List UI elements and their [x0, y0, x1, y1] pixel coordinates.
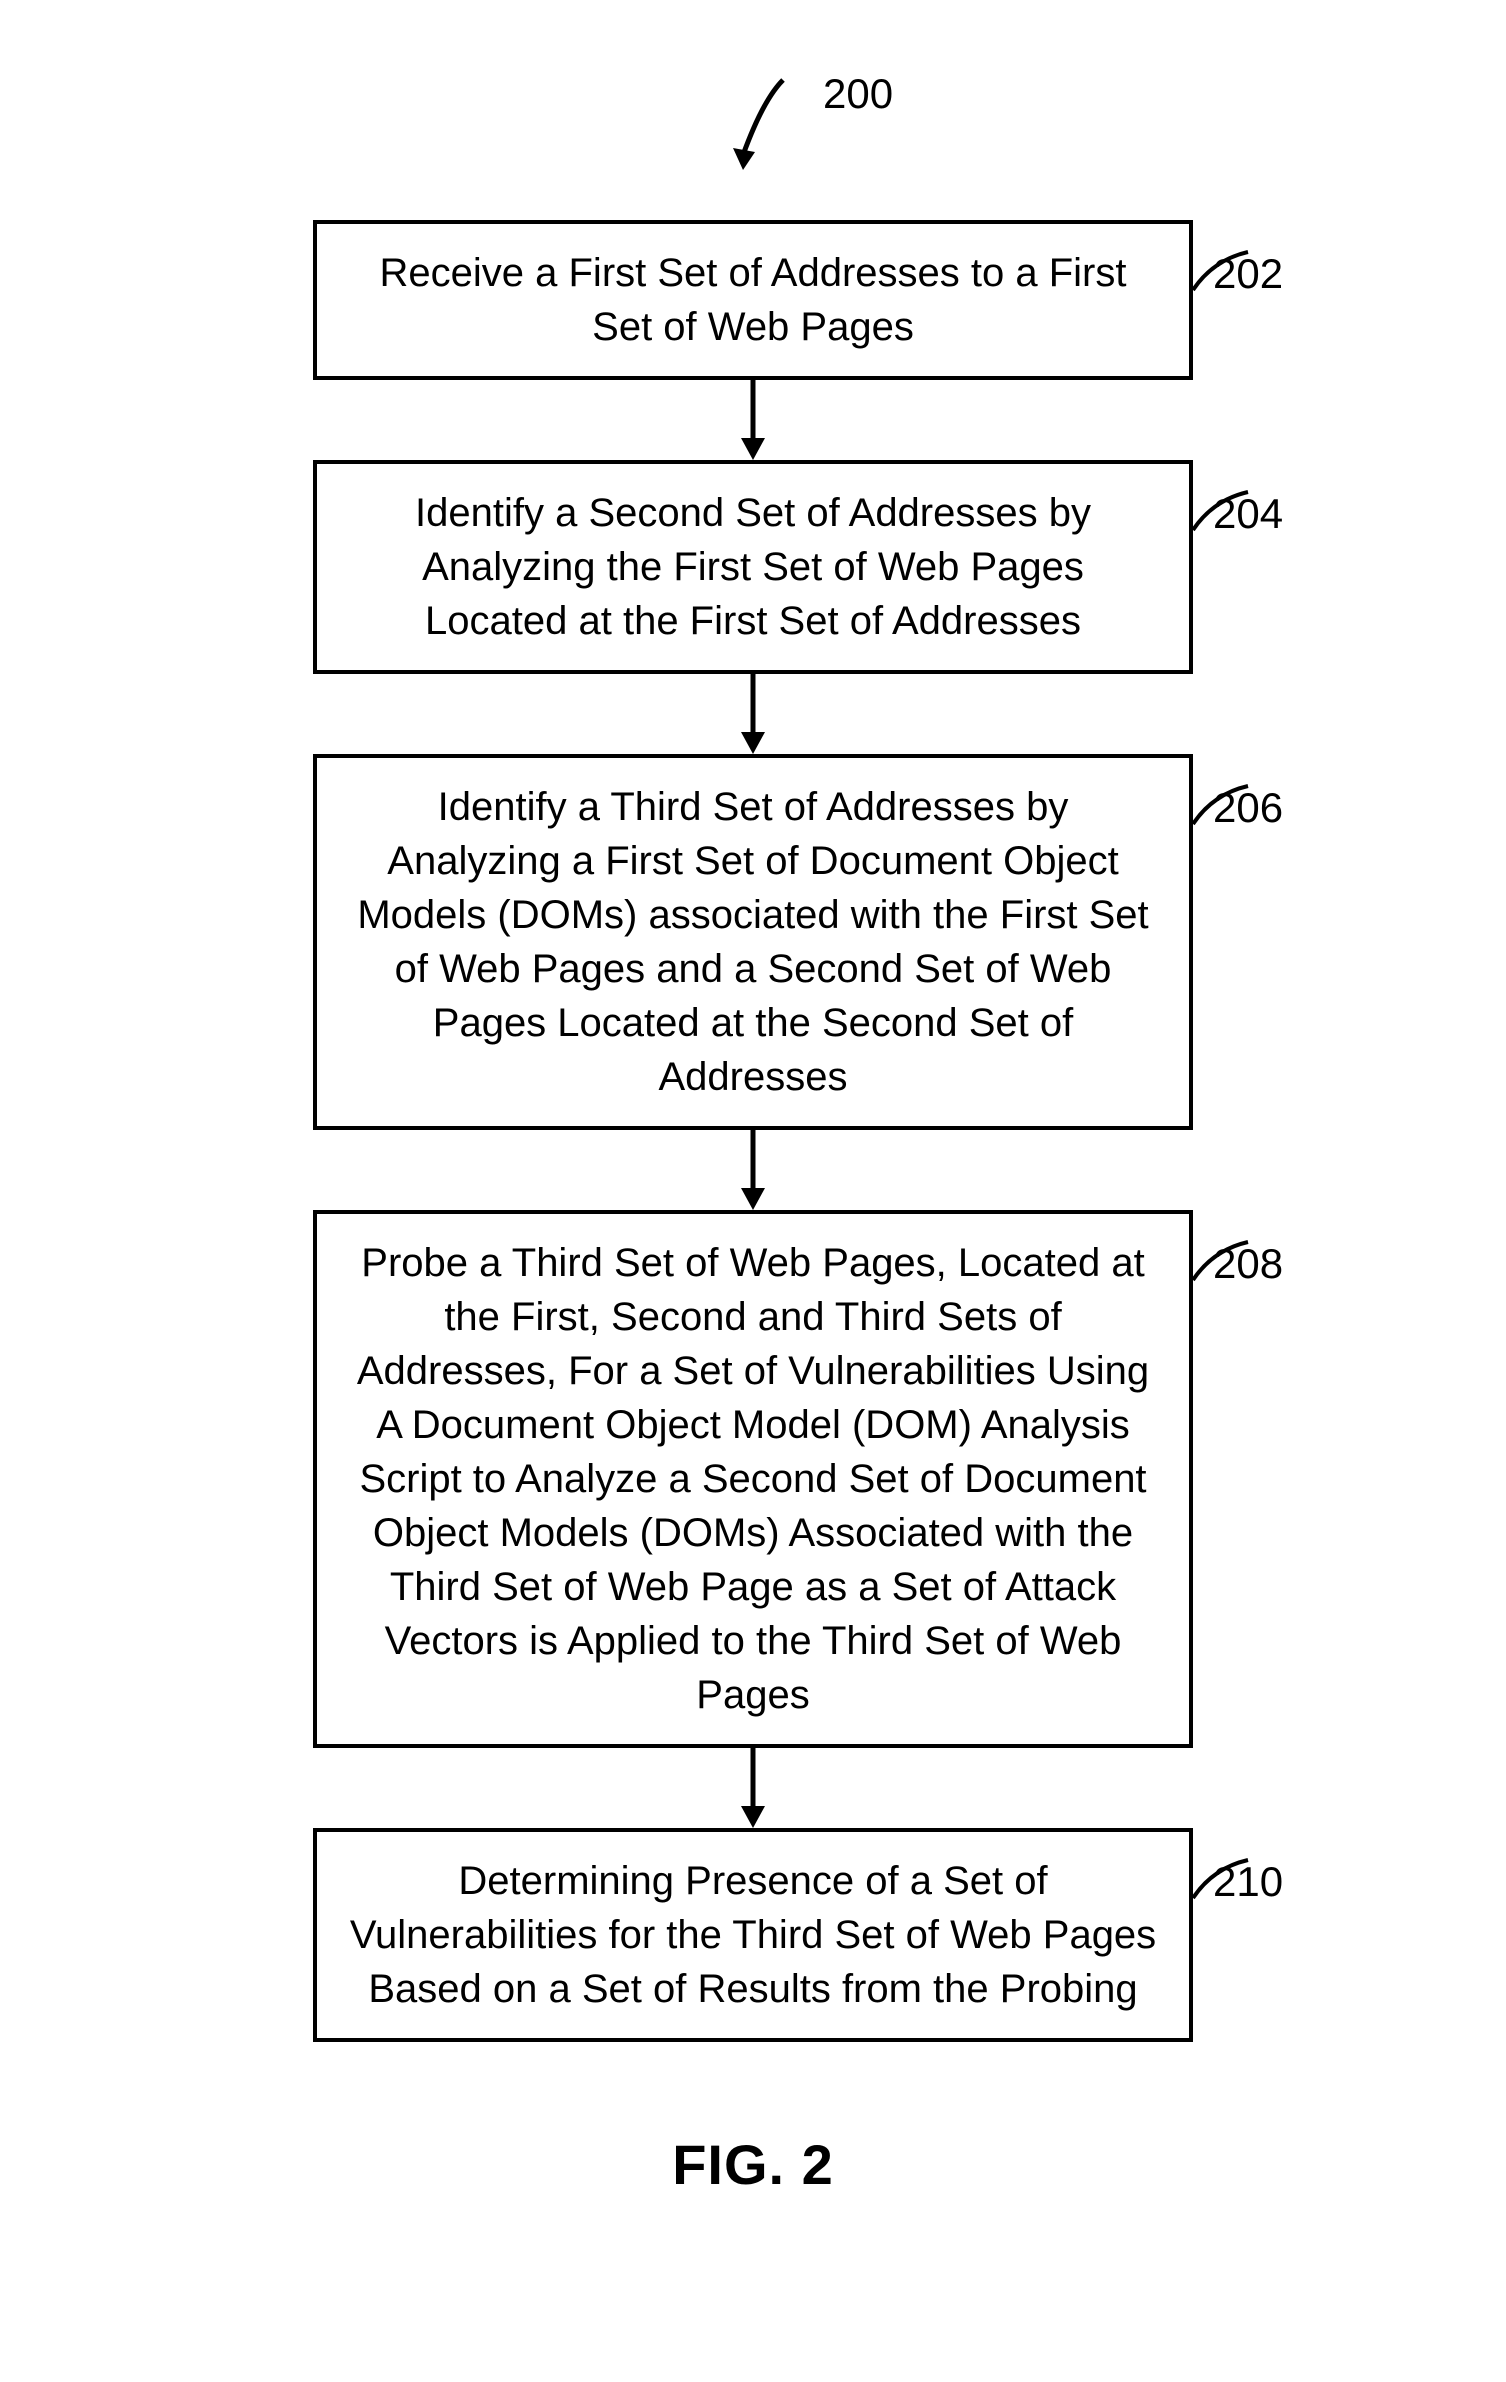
figure-caption: FIG. 2 [153, 2132, 1353, 2197]
flow-step-208: Probe a Third Set of Web Pages, Located … [153, 1210, 1353, 1748]
flow-container: Receive a First Set of Addresses to a Fi… [153, 220, 1353, 2042]
flow-step-label: 208 [1213, 1240, 1283, 1288]
flow-step-206: Identify a Third Set of Addresses by Ana… [153, 754, 1353, 1130]
flow-step-box: Identify a Third Set of Addresses by Ana… [313, 754, 1193, 1130]
flow-step-box: Identify a Second Set of Addresses by An… [313, 460, 1193, 674]
flow-step-label: 204 [1213, 490, 1283, 538]
flow-connector-arrow [153, 380, 1353, 460]
flow-step-box: Determining Presence of a Set of Vulnera… [313, 1828, 1193, 2042]
flow-step-label: 210 [1213, 1858, 1283, 1906]
reference-arrow-200: 200 [153, 60, 1353, 200]
flow-step-box: Probe a Third Set of Web Pages, Located … [313, 1210, 1193, 1748]
flowchart-canvas: 200 Receive a First Set of Addresses to … [153, 60, 1353, 2197]
flow-step-204: Identify a Second Set of Addresses by An… [153, 460, 1353, 674]
flow-connector-arrow [153, 674, 1353, 754]
flow-connector-arrow [153, 1748, 1353, 1828]
flow-step-label: 202 [1213, 250, 1283, 298]
reference-label-200: 200 [823, 70, 893, 118]
flow-connector-arrow [153, 1130, 1353, 1210]
flow-step-202: Receive a First Set of Addresses to a Fi… [153, 220, 1353, 380]
flow-step-box: Receive a First Set of Addresses to a Fi… [313, 220, 1193, 380]
flow-step-label: 206 [1213, 784, 1283, 832]
flow-step-210: Determining Presence of a Set of Vulnera… [153, 1828, 1353, 2042]
